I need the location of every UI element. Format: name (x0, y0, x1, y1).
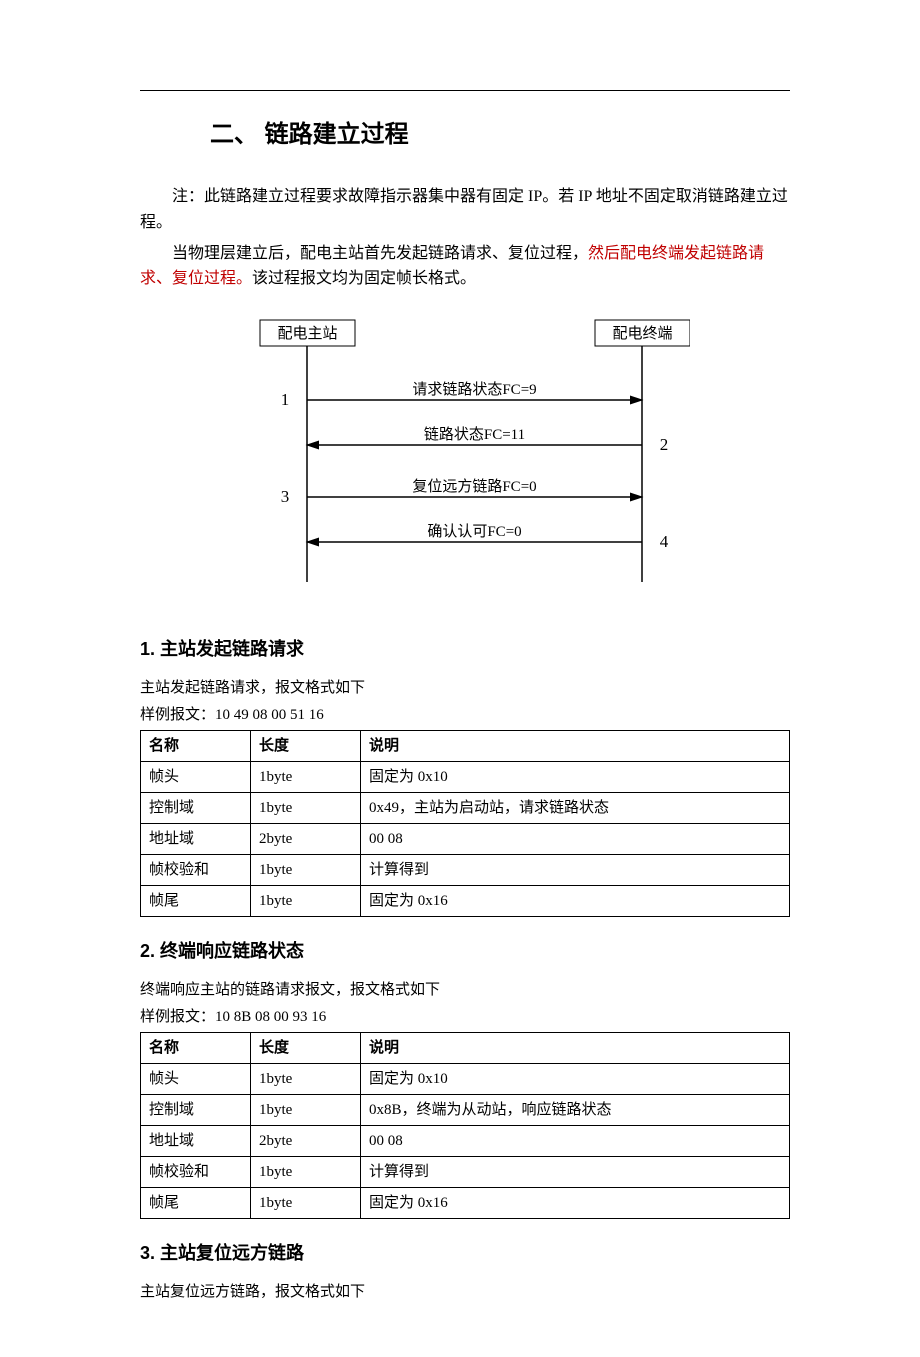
table-cell: 00 08 (361, 824, 790, 855)
table-header: 说明 (361, 731, 790, 762)
table-row: 帧头1byte固定为 0x10 (141, 1063, 790, 1094)
svg-text:3: 3 (281, 487, 290, 506)
table-cell: 固定为 0x16 (361, 886, 790, 917)
table-cell: 1byte (251, 1156, 361, 1187)
table-cell: 1byte (251, 762, 361, 793)
message-table: 名称长度说明帧头1byte固定为 0x10控制域1byte0x49，主站为启动站… (140, 730, 790, 917)
table-cell: 帧尾 (141, 1187, 251, 1218)
table-cell: 帧头 (141, 762, 251, 793)
table-cell: 计算得到 (361, 1156, 790, 1187)
table-header: 说明 (361, 1032, 790, 1063)
section-heading: 3. 主站复位远方链路 (140, 1239, 790, 1268)
section-sample: 样例报文：10 8B 08 00 93 16 (140, 1005, 790, 1029)
table-cell: 计算得到 (361, 855, 790, 886)
table-cell: 2byte (251, 1125, 361, 1156)
table-cell: 1byte (251, 793, 361, 824)
table-header: 名称 (141, 1032, 251, 1063)
table-cell: 地址域 (141, 824, 251, 855)
intro-main: 当物理层建立后，配电主站首先发起链路请求、复位过程，然后配电终端发起链路请求、复… (140, 241, 790, 292)
sequence-diagram: 配电主站 配电终端请求链路状态FC=9 1 链路状态FC=11 2 复位远方链路FC=0 3… (140, 312, 790, 601)
sequence-svg: 配电主站 配电终端请求链路状态FC=9 1 链路状态FC=11 2 复位远方链路FC=0 3… (140, 312, 690, 592)
table-cell: 控制域 (141, 1094, 251, 1125)
table-row: 帧尾1byte固定为 0x16 (141, 1187, 790, 1218)
table-cell: 固定为 0x16 (361, 1187, 790, 1218)
table-header: 长度 (251, 731, 361, 762)
table-cell: 固定为 0x10 (361, 762, 790, 793)
svg-text:链路状态FC=11: 链路状态FC=11 (424, 426, 525, 443)
intro-plain-2: 该过程报文均为固定帧长格式。 (252, 270, 476, 287)
table-cell: 0x8B，终端为从动站，响应链路状态 (361, 1094, 790, 1125)
table-cell: 00 08 (361, 1125, 790, 1156)
main-title: 二、 链路建立过程 (210, 116, 790, 154)
table-cell: 2byte (251, 824, 361, 855)
svg-text:请求链路状态FC=9: 请求链路状态FC=9 (412, 381, 536, 398)
table-cell: 0x49，主站为启动站，请求链路状态 (361, 793, 790, 824)
table-row: 帧尾1byte固定为 0x16 (141, 886, 790, 917)
table-row: 地址域2byte00 08 (141, 1125, 790, 1156)
table-cell: 固定为 0x10 (361, 1063, 790, 1094)
sections-container: 1. 主站发起链路请求主站发起链路请求，报文格式如下样例报文：10 49 08 … (140, 635, 790, 1303)
table-row: 地址域2byte00 08 (141, 824, 790, 855)
svg-text:确认认可FC=0: 确认认可FC=0 (427, 523, 521, 540)
table-header: 长度 (251, 1032, 361, 1063)
table-cell: 1byte (251, 886, 361, 917)
intro-plain-1: 当物理层建立后，配电主站首先发起链路请求、复位过程， (172, 245, 588, 262)
svg-text:复位远方链路FC=0: 复位远方链路FC=0 (412, 477, 536, 495)
table-cell: 帧尾 (141, 886, 251, 917)
section-desc: 主站复位远方链路，报文格式如下 (140, 1280, 790, 1304)
table-cell: 帧校验和 (141, 1156, 251, 1187)
svg-text:1: 1 (281, 390, 290, 409)
intro-note: 注：此链路建立过程要求故障指示器集中器有固定 IP。若 IP 地址不固定取消链路… (140, 184, 790, 235)
table-cell: 1byte (251, 855, 361, 886)
table-cell: 1byte (251, 1063, 361, 1094)
svg-text:配电终端: 配电终端 (612, 325, 672, 342)
table-cell: 帧头 (141, 1063, 251, 1094)
table-cell: 控制域 (141, 793, 251, 824)
table-row: 帧校验和1byte计算得到 (141, 855, 790, 886)
table-row: 帧校验和1byte计算得到 (141, 1156, 790, 1187)
message-table: 名称长度说明帧头1byte固定为 0x10控制域1byte0x8B，终端为从动站… (140, 1032, 790, 1219)
section-desc: 终端响应主站的链路请求报文，报文格式如下 (140, 978, 790, 1002)
table-row: 帧头1byte固定为 0x10 (141, 762, 790, 793)
table-cell: 帧校验和 (141, 855, 251, 886)
svg-text:配电主站: 配电主站 (277, 325, 337, 342)
svg-text:2: 2 (660, 435, 669, 454)
table-cell: 1byte (251, 1094, 361, 1125)
section-desc: 主站发起链路请求，报文格式如下 (140, 676, 790, 700)
table-cell: 地址域 (141, 1125, 251, 1156)
section-heading: 2. 终端响应链路状态 (140, 937, 790, 966)
table-row: 控制域1byte0x8B，终端为从动站，响应链路状态 (141, 1094, 790, 1125)
svg-text:4: 4 (660, 532, 669, 551)
table-cell: 1byte (251, 1187, 361, 1218)
top-rule (140, 90, 790, 91)
table-header: 名称 (141, 731, 251, 762)
section-sample: 样例报文：10 49 08 00 51 16 (140, 703, 790, 727)
table-row: 控制域1byte0x49，主站为启动站，请求链路状态 (141, 793, 790, 824)
section-heading: 1. 主站发起链路请求 (140, 635, 790, 664)
